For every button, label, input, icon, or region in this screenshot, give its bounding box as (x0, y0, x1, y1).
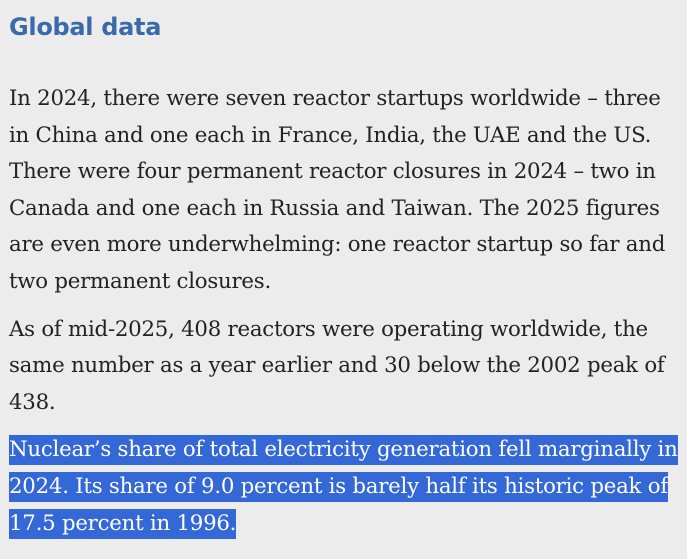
selected-text-highlight[interactable]: Nuclear’s share of total electricity gen… (9, 435, 678, 539)
paragraph-electricity-share[interactable]: Nuclear’s share of total electricity gen… (9, 432, 679, 542)
article-section: Global data In 2024, there were seven re… (9, 0, 679, 542)
paragraph-reactor-startups: In 2024, there were seven reactor startu… (9, 86, 666, 294)
section-heading: Global data (9, 13, 162, 41)
paragraph-operating-reactors: As of mid-2025, 408 reactors were operat… (9, 316, 665, 415)
